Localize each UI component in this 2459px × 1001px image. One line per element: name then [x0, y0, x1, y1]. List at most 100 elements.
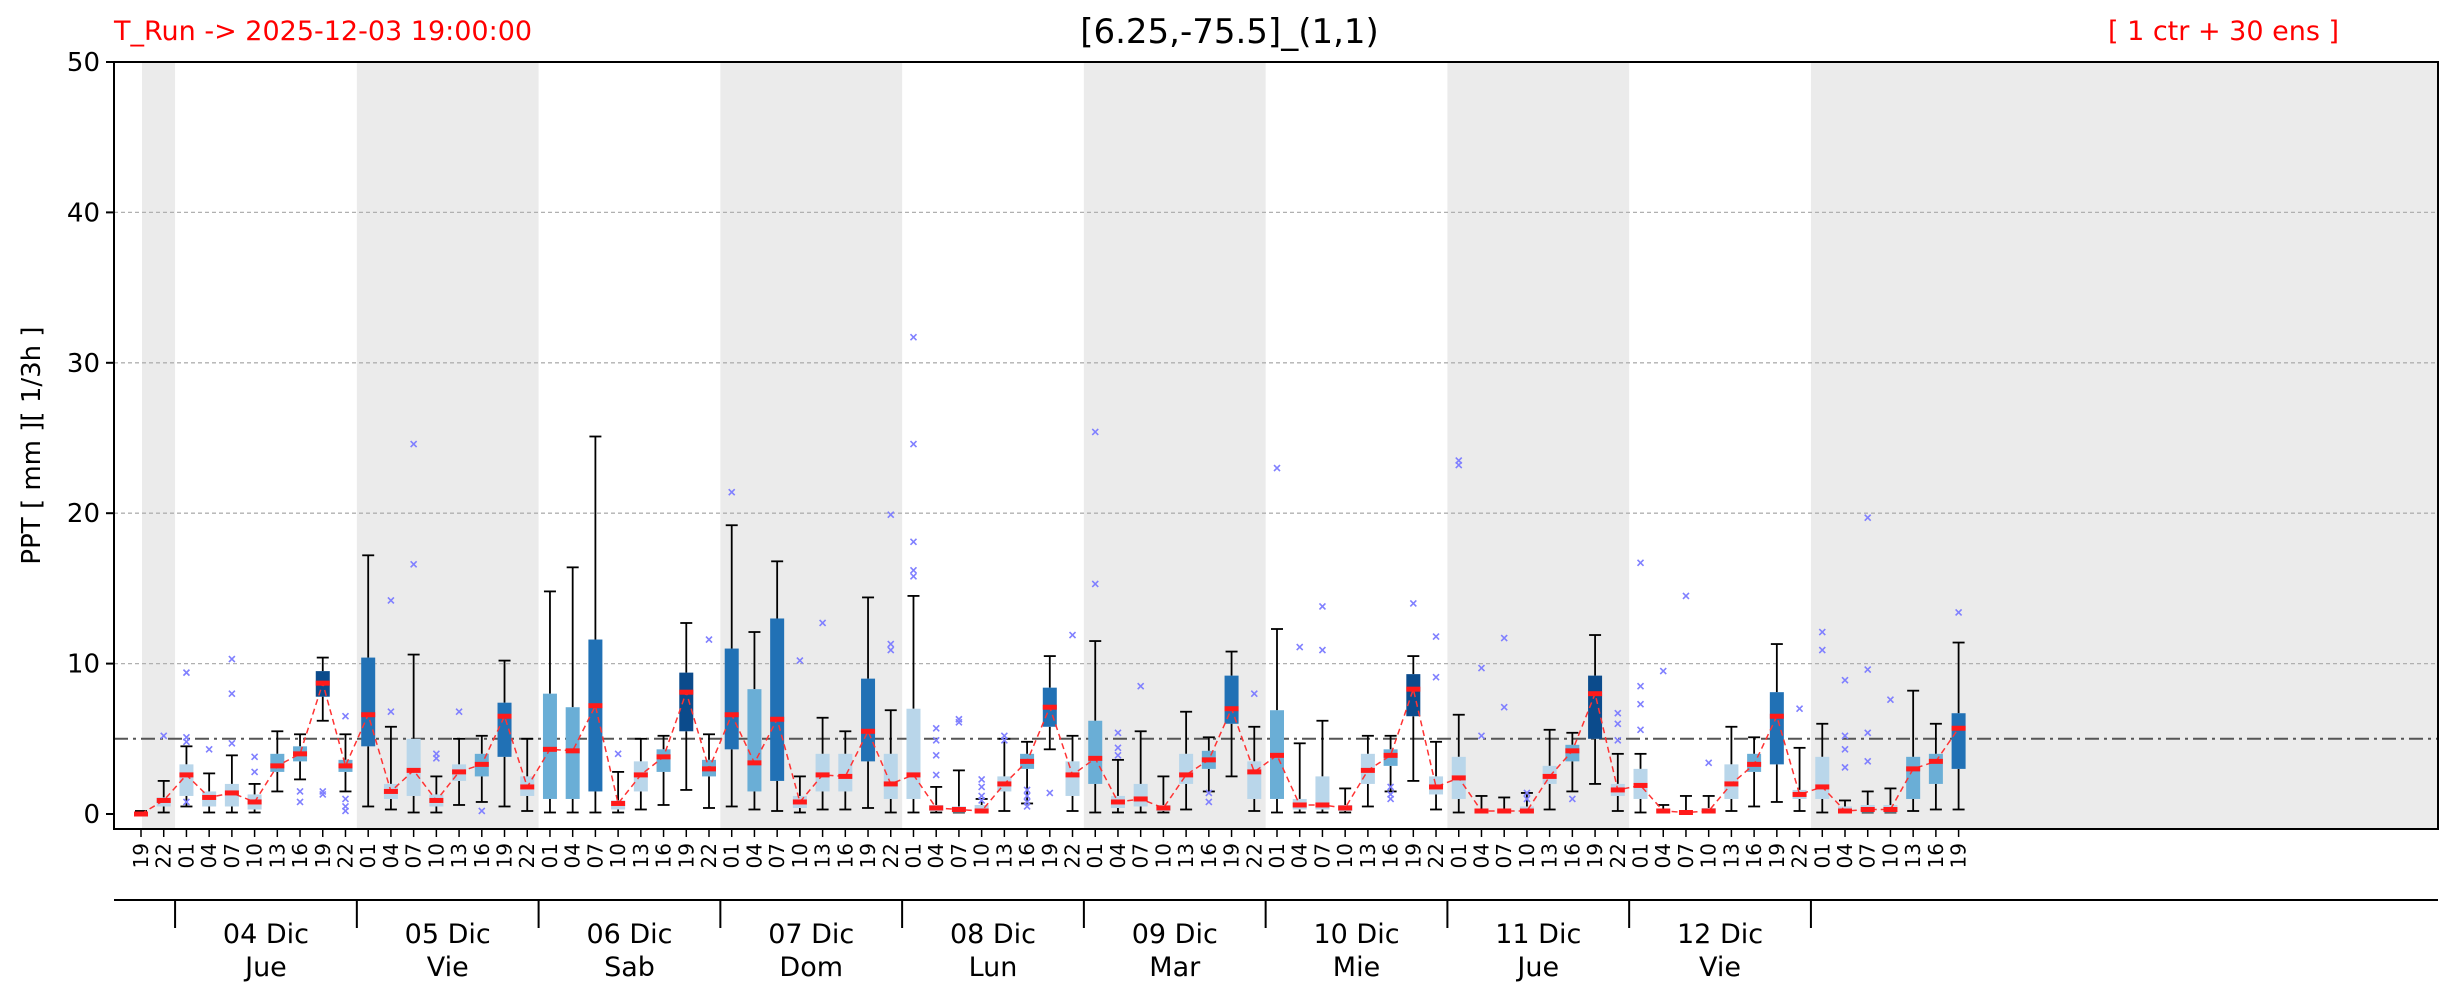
iqr-box [679, 672, 694, 732]
x-tick-label: 16 [1015, 843, 1039, 868]
outlier-point [1137, 682, 1145, 690]
y-tick-label: 10 [67, 650, 100, 680]
outlier-point [1841, 676, 1849, 684]
x-tick-label: 01 [174, 843, 198, 868]
x-tick-label: 07 [220, 843, 244, 868]
iqr-box [724, 648, 739, 750]
outlier-point [182, 669, 191, 677]
outlier-point [160, 732, 168, 740]
outlier-point [1023, 802, 1031, 811]
outlier-point [1068, 631, 1077, 639]
chart-title: [6.25,-75.5]_(1,1) [1080, 12, 1379, 52]
x-tick-label: 22 [1424, 843, 1448, 868]
outlier-point [228, 739, 236, 747]
x-tick-label: 07 [1129, 843, 1153, 868]
outlier-point [1432, 632, 1440, 641]
outlier-point [705, 635, 713, 644]
outlier-point [1318, 646, 1327, 654]
outlier-point [1409, 599, 1417, 608]
outlier-point [1864, 729, 1872, 737]
iqr-box [1065, 761, 1080, 796]
x-tick-label: 16 [1379, 843, 1403, 868]
outlier-point [1296, 643, 1304, 651]
day-weekday-label: Mar [1149, 952, 1201, 983]
night-band [356, 62, 539, 829]
day-date-label: 11 Dic [1495, 919, 1581, 950]
outlier-point [1477, 664, 1486, 672]
x-tick-label: 16 [470, 843, 494, 868]
outlier-point [909, 333, 918, 341]
x-tick-label: 19 [129, 843, 153, 868]
x-tick-label: 22 [1061, 843, 1085, 868]
outlier-point [909, 538, 918, 546]
outlier-point [978, 783, 986, 791]
x-tick-label: 22 [1242, 843, 1266, 868]
day-date-label: 07 Dic [768, 919, 854, 950]
x-tick-label: 04 [1651, 843, 1675, 868]
x-tick-label: 04 [1288, 843, 1312, 868]
x-tick-label: 07 [1492, 843, 1516, 868]
x-tick-label: 10 [970, 843, 994, 868]
x-tick-label: 22 [515, 843, 539, 868]
x-tick-label: 07 [1856, 843, 1880, 868]
outlier-point [932, 771, 940, 779]
night-band [142, 62, 176, 829]
x-tick-label: 16 [1560, 843, 1584, 868]
x-tick-label: 19 [493, 843, 517, 868]
x-tick-label: 10 [424, 843, 448, 868]
y-tick-label: 0 [83, 800, 100, 830]
night-band [1810, 62, 2438, 829]
outlier-point [251, 768, 259, 776]
y-axis-label: PPT [ mm ][ 1/3h ] [17, 326, 47, 564]
outlier-point [796, 657, 804, 665]
outlier-point [228, 655, 236, 663]
outlier-point [1614, 709, 1622, 717]
outlier-point [1841, 763, 1849, 771]
x-tick-label: 16 [1924, 843, 1948, 868]
x-tick-label: 13 [1719, 843, 1743, 868]
box-marks [134, 333, 1966, 817]
outlier-point [1955, 608, 1963, 617]
outlier-point [1818, 646, 1826, 654]
outlier-point [1023, 792, 1031, 800]
iqr-box [179, 764, 194, 796]
outlier-point [205, 745, 213, 753]
outlier-point [1205, 789, 1213, 797]
outlier-point [1614, 720, 1622, 728]
x-tick-label: 19 [311, 843, 335, 868]
outlier-point [1864, 757, 1872, 765]
x-tick-label: 22 [1788, 843, 1812, 868]
iqr-box [861, 678, 876, 762]
iqr-box [1406, 674, 1421, 717]
x-tick-label: 01 [1447, 843, 1471, 868]
outlier-point [728, 488, 736, 496]
day-date-label: 09 Dic [1132, 919, 1218, 950]
outlier-point [1818, 628, 1826, 636]
x-tick-label: 07 [1310, 843, 1334, 868]
outlier-point [1250, 690, 1258, 698]
x-tick-label: 19 [1583, 843, 1607, 868]
x-tick-label: 10 [1697, 843, 1721, 868]
iqr-box [1951, 713, 1966, 769]
x-tick-label: 13 [1356, 843, 1380, 868]
outlier-point [1841, 732, 1849, 740]
outlier-point [1023, 786, 1031, 794]
outlier-point [251, 753, 259, 761]
x-tick-label: 16 [833, 843, 857, 868]
iqr-box [1133, 783, 1148, 807]
x-tick-label: 01 [538, 843, 562, 868]
y-tick-label: 20 [67, 499, 100, 529]
run-time-label: T_Run -> 2025-12-03 19:00:00 [114, 16, 533, 47]
x-tick-label: 10 [606, 843, 630, 868]
outlier-point [1046, 789, 1054, 797]
day-weekday-label: Mie [1333, 952, 1380, 983]
x-tick-label: 07 [765, 843, 789, 868]
x-tick-label: 07 [1674, 843, 1698, 868]
y-tick-label: 50 [67, 48, 100, 78]
y-tick-label: 30 [67, 349, 100, 379]
day-date-label: 10 Dic [1313, 919, 1399, 950]
outlier-point [887, 646, 895, 654]
x-tick-label: 04 [1469, 843, 1493, 868]
x-tick-label: 19 [674, 843, 698, 868]
x-tick-label: 19 [1765, 843, 1789, 868]
